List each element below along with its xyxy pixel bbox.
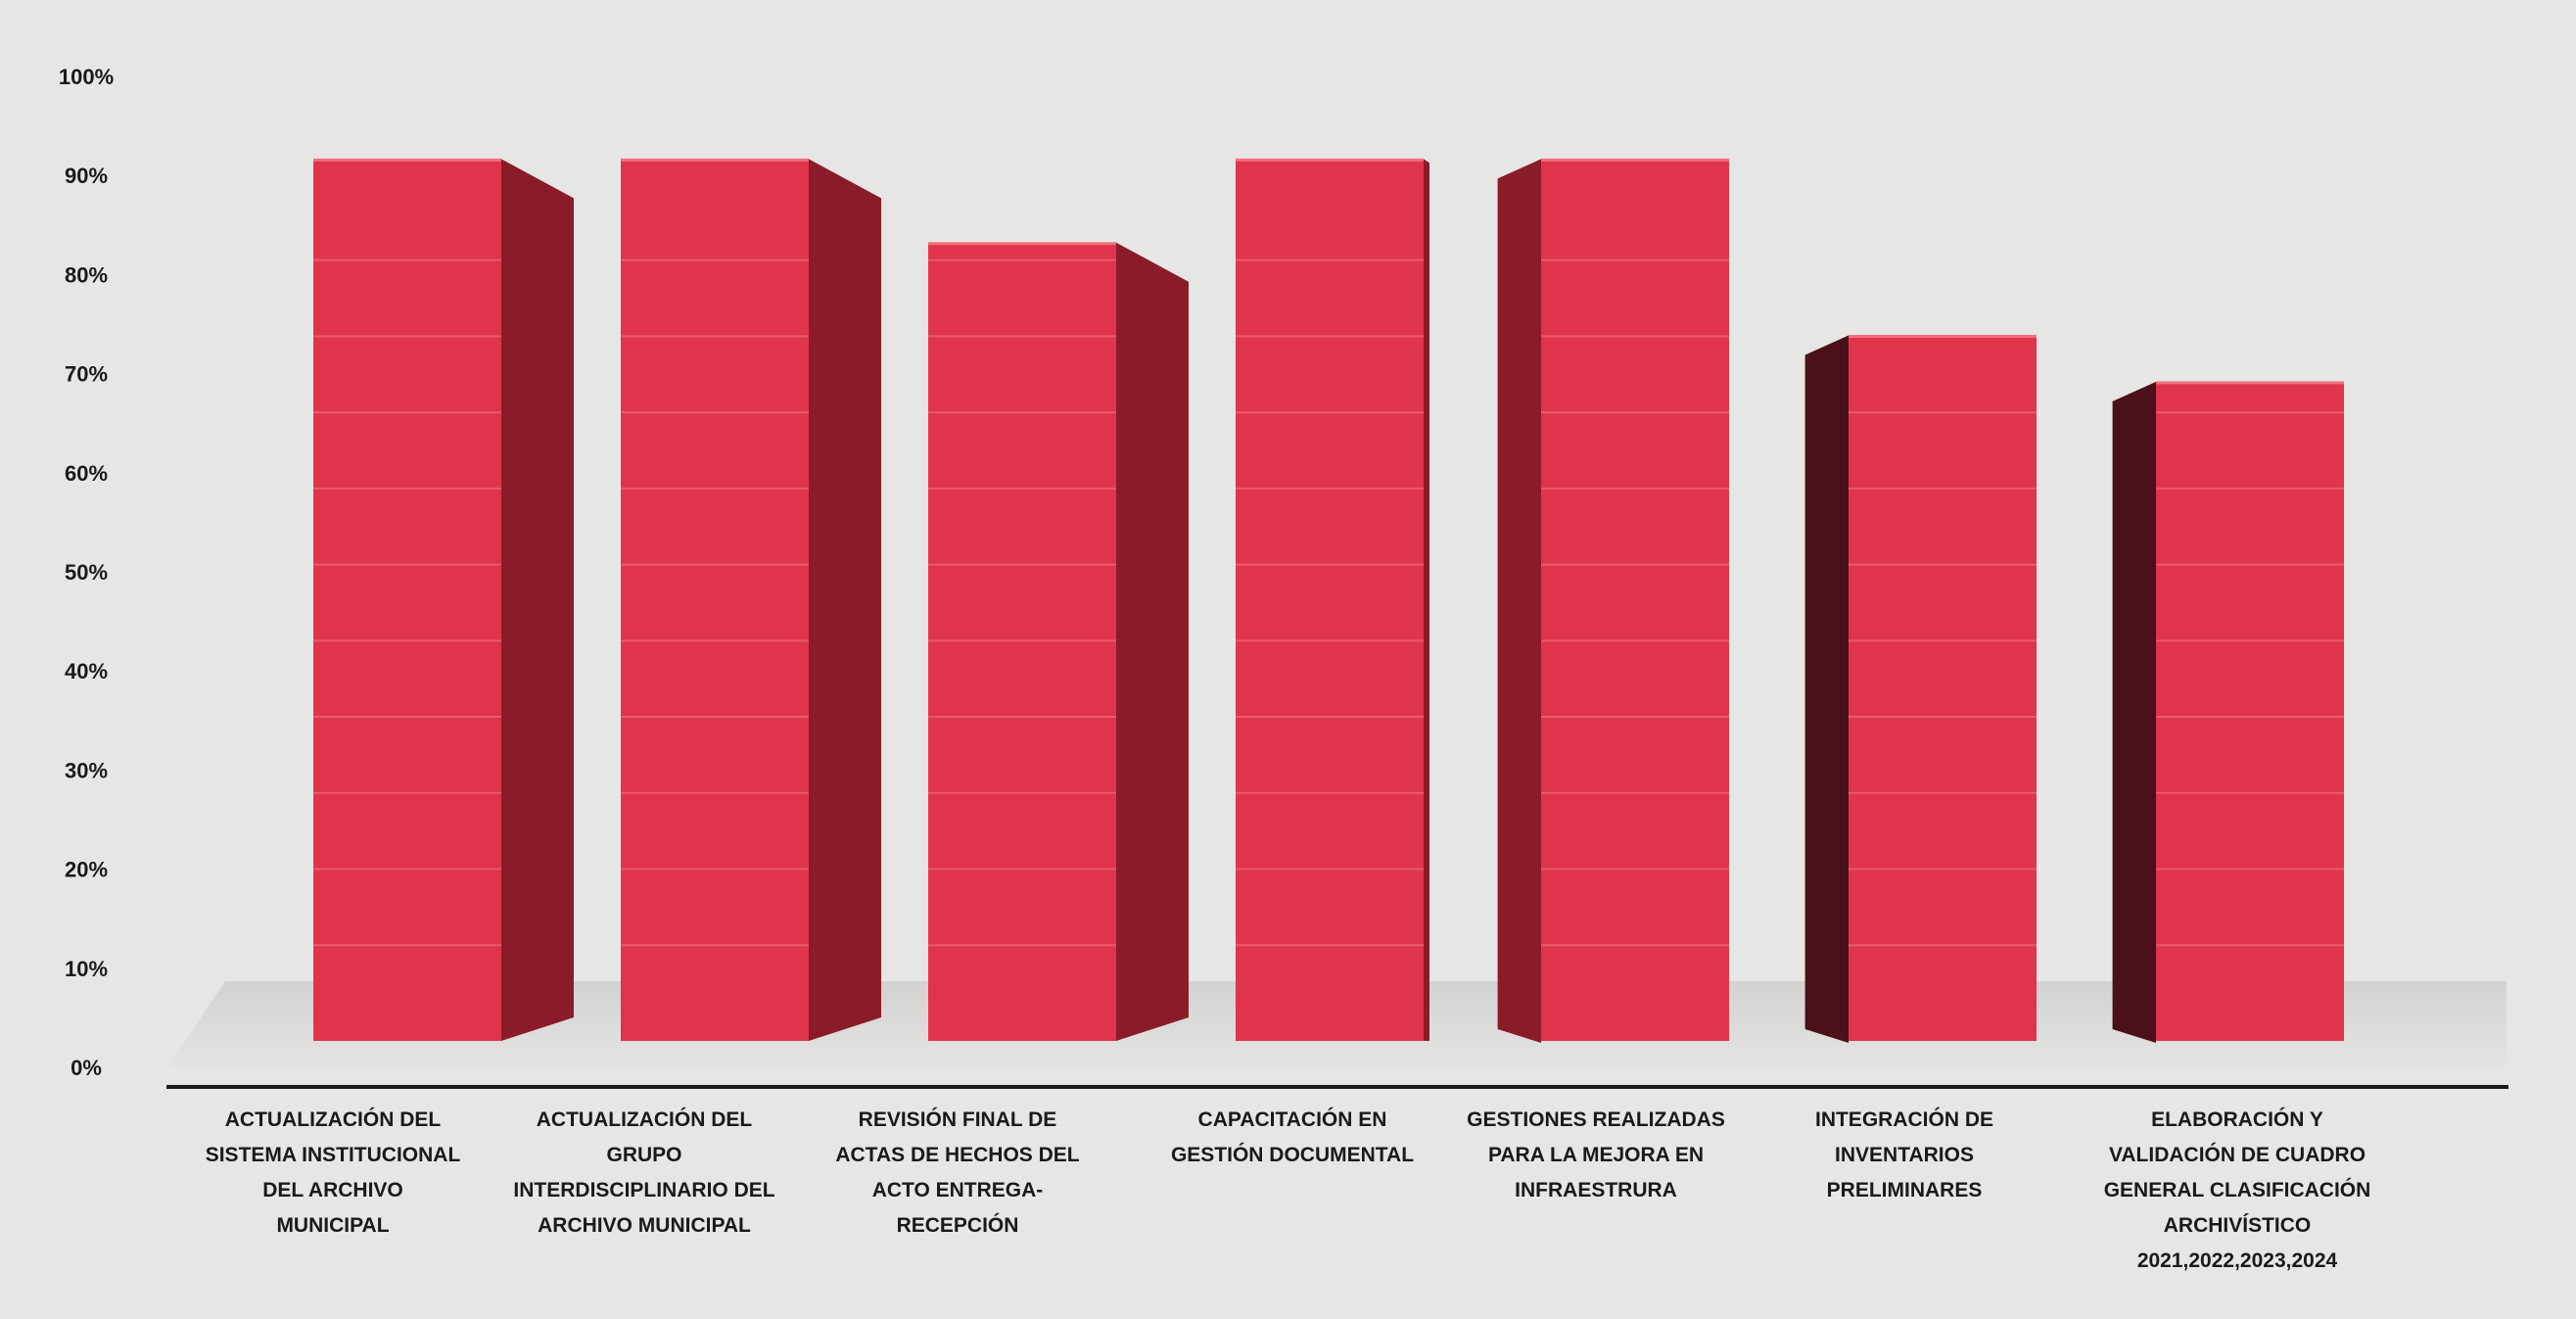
x-category-label-line: INVENTARIOS (1835, 1144, 1974, 1166)
y-axis: 0% 10% 20% 30% 40% 50% 60% 70% 80% 90% 100% (59, 65, 114, 1080)
bar-front-face (928, 242, 1116, 1042)
x-category-label-line: REVISIÓN FINAL DE (859, 1107, 1057, 1131)
x-category-label-line: GESTIÓN DOCUMENTAL (1171, 1143, 1414, 1166)
x-category-label: GESTIONES REALIZADAS PARA LA MEJORA EN INF… (1467, 1108, 1725, 1201)
x-category-label-line: 2021,2022,2023,2024 (2137, 1249, 2338, 1272)
bar-side-face (2112, 381, 2156, 1043)
bar (313, 158, 574, 1041)
bar-side-face (1804, 335, 1849, 1043)
x-category-label: ACTUALIZACIÓN DEL SISTEMA INSTITUCIONAL DE… (206, 1107, 461, 1237)
x-category-label-line: DEL ARCHIVO (262, 1179, 403, 1201)
x-category-label-line: ACTAS DE HECHOS DEL (835, 1144, 1079, 1166)
x-category-label-line: PRELIMINARES (1827, 1179, 1983, 1201)
x-category-label-line: ACTO ENTREGA- (872, 1179, 1044, 1201)
bar (1497, 158, 1729, 1043)
x-category-label-line: ACTUALIZACIÓN DEL (225, 1107, 442, 1131)
bar (2112, 381, 2344, 1043)
y-tick-label: 0% (70, 1056, 102, 1080)
x-category-label: ACTUALIZACIÓN DEL GRUPO INTERDISCIPLINARIO… (513, 1107, 774, 1237)
x-category-label-line: SISTEMA INSTITUCIONAL (206, 1144, 461, 1166)
y-tick-label: 60% (65, 461, 108, 486)
x-category-label-line: INTERDISCIPLINARIO DEL (513, 1179, 774, 1201)
y-tick-label: 20% (65, 858, 108, 882)
bar-side-face (1497, 159, 1541, 1043)
bar (621, 158, 881, 1041)
x-category-label: REVISIÓN FINAL DE ACTAS DE HECHOS DEL ACTO… (835, 1107, 1079, 1237)
x-category-label-line: PARA LA MEJORA EN (1488, 1144, 1704, 1166)
x-category-label: CAPACITACIÓN EN GESTIÓN DOCUMENTAL (1171, 1107, 1414, 1166)
x-category-label: INTEGRACIÓN DE INVENTARIOS PRELIMINARES (1815, 1107, 1993, 1201)
bar (928, 242, 1189, 1042)
bar-front-face (1849, 335, 2037, 1041)
bar-side-face (501, 159, 574, 1041)
y-tick-label: 80% (65, 262, 108, 287)
y-tick-label: 30% (65, 758, 108, 782)
x-category-label-line: ARCHIVÍSTICO (2164, 1214, 2312, 1237)
bar (1804, 335, 2037, 1043)
bar-front-face (621, 159, 809, 1041)
bar (1236, 158, 1429, 1041)
y-tick-label: 40% (65, 659, 108, 683)
y-tick-label: 10% (65, 957, 108, 981)
bar-front-face (1541, 159, 1729, 1041)
bar-side-face (809, 159, 881, 1041)
x-category-label-line: MUNICIPAL (276, 1214, 389, 1237)
y-tick-label: 50% (65, 560, 108, 585)
x-category-label-line: INTEGRACIÓN DE (1815, 1107, 1993, 1131)
x-category-label-line: VALIDACIÓN DE CUADRO (2109, 1143, 2365, 1166)
y-tick-label: 100% (59, 65, 114, 89)
x-category-label-line: ACTUALIZACIÓN DEL (537, 1107, 753, 1131)
x-category-label-line: ARCHIVO MUNICIPAL (538, 1214, 751, 1237)
x-category-label-line: CAPACITACIÓN EN (1198, 1107, 1387, 1131)
bar-series (313, 158, 2344, 1043)
y-tick-label: 70% (65, 362, 108, 387)
x-category-label-line: INFRAESTRURA (1515, 1179, 1677, 1201)
bar-front-face (313, 159, 501, 1041)
x-category-label-line: ELABORACIÓN Y (2151, 1107, 2323, 1131)
bar-front-face (1236, 159, 1424, 1041)
bar-side-face (1424, 159, 1429, 1041)
bar-front-face (2156, 381, 2344, 1041)
bar-side-face (1116, 242, 1189, 1042)
x-category-label-line: GRUPO (606, 1144, 681, 1166)
x-category-label: ELABORACIÓN Y VALIDACIÓN DE CUADRO GENERAL… (2104, 1107, 2371, 1272)
x-category-label-line: RECEPCIÓN (897, 1213, 1019, 1237)
x-axis-labels: ACTUALIZACIÓN DEL SISTEMA INSTITUCIONAL DE… (206, 1107, 2371, 1272)
x-category-label-line: GESTIONES REALIZADAS (1467, 1108, 1725, 1131)
x-category-label-line: GENERAL CLASIFICACIÓN (2104, 1178, 2371, 1201)
y-tick-label: 90% (65, 164, 108, 188)
